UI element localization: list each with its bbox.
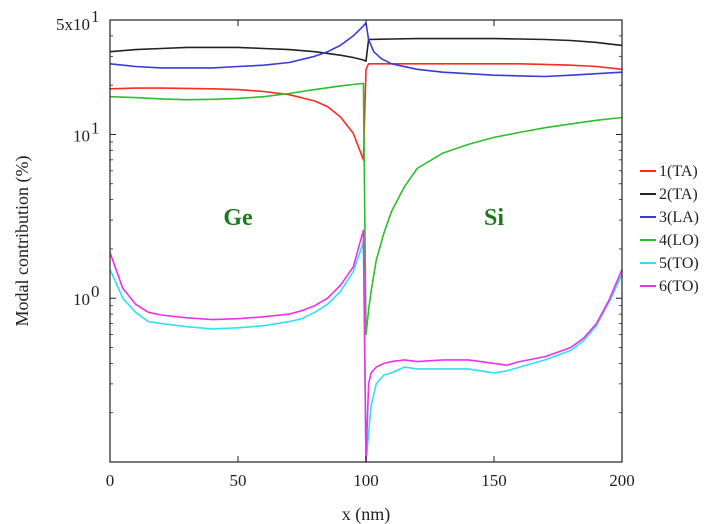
- y-tick-exponent: 1: [91, 7, 100, 26]
- y-axis-title: Modal contribution (%): [12, 156, 33, 327]
- y-tick-label: 10: [73, 126, 90, 145]
- series-line-1: [109, 63, 623, 161]
- x-tick-label: 200: [609, 471, 635, 490]
- x-tick-label: 0: [106, 471, 115, 490]
- y-tick-label: 5x10: [56, 15, 90, 34]
- legend-label-5: 5(TO): [659, 255, 699, 272]
- legend-label-2: 2(TA): [659, 186, 698, 203]
- series-layer: [109, 22, 623, 463]
- legend-label-3: 3(LA): [659, 209, 699, 226]
- y-tick-label: 10: [73, 290, 90, 309]
- y-tick-exponent: 1: [91, 118, 100, 137]
- y-tick-exponent: 0: [91, 282, 100, 301]
- x-tick-label: 50: [230, 471, 247, 490]
- annotation-layer: Ge Si: [223, 205, 504, 231]
- x-tick-label: 150: [481, 471, 507, 490]
- series-line-6: [109, 229, 623, 463]
- legend-label-1: 1(TA): [659, 163, 698, 180]
- region-label-ge: Ge: [223, 205, 253, 231]
- series-line-2: [109, 37, 623, 62]
- series-line-4: [109, 82, 623, 336]
- legend: 1(TA) 2(TA) 3(LA) 4(LO) 5(TO) 6(TO): [640, 163, 699, 295]
- legend-label-4: 4(LO): [659, 232, 699, 249]
- legend-label-6: 6(TO): [659, 278, 699, 295]
- x-tick-label: 100: [353, 471, 379, 490]
- x-axis-title: x (nm): [342, 504, 391, 524]
- region-label-si: Si: [484, 205, 504, 231]
- series-line-5: [109, 241, 623, 463]
